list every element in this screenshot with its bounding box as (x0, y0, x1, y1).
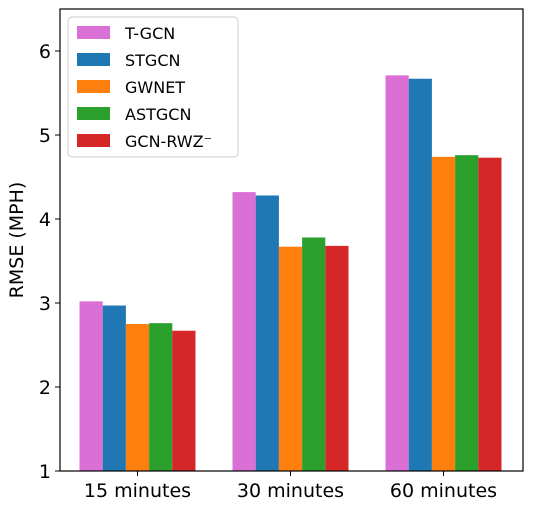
bar-stgcn-1 (255, 195, 279, 472)
bar-stgcn-0 (102, 305, 126, 471)
bar-gwnet-2 (431, 156, 456, 471)
legend-label: GCN-RWZ⁻ (125, 132, 212, 151)
bar-t-gcn-1 (232, 192, 256, 471)
bar-gcn-rwz--2 (478, 157, 502, 471)
y-tick-label: 3 (39, 293, 51, 315)
legend-label: STGCN (125, 51, 180, 70)
bar-t-gcn-0 (79, 301, 103, 471)
y-tick-label: 4 (39, 209, 51, 231)
x-tick-label: 60 minutes (390, 480, 497, 502)
bar-astgcn-1 (302, 237, 326, 471)
bar-t-gcn-2 (385, 75, 409, 472)
y-axis-label: RMSE (MPH) (6, 182, 28, 299)
x-tick-label: 30 minutes (237, 480, 344, 502)
legend-swatch (77, 80, 110, 93)
legend-swatch (77, 26, 110, 39)
legend-label: T-GCN (124, 24, 175, 43)
bar-gcn-rwz--0 (172, 330, 196, 471)
bar-stgcn-2 (408, 78, 432, 471)
legend-swatch (77, 134, 110, 147)
bar-gcn-rwz--1 (325, 245, 349, 471)
y-tick-label: 2 (39, 377, 51, 399)
legend-swatch (77, 107, 110, 120)
bar-astgcn-0 (149, 323, 173, 471)
x-tick-label: 15 minutes (84, 480, 191, 502)
bars-layer (79, 75, 502, 472)
legend-label: GWNET (125, 78, 185, 97)
y-tick-label: 1 (39, 461, 51, 483)
legend: T-GCN STGCN GWNET ASTGCN GCN-RWZ⁻ (67, 16, 239, 158)
y-tick-label: 6 (39, 41, 51, 63)
legend-box (67, 16, 239, 158)
legend-swatch (77, 53, 110, 66)
y-tick-label: 5 (39, 125, 51, 147)
legend-label: ASTGCN (125, 105, 191, 124)
x-axis: 15 minutes 30 minutes 60 minutes (84, 471, 497, 502)
plot-frame (59, 8, 524, 472)
bar-gwnet-1 (278, 246, 303, 471)
y-axis: 1 2 3 4 5 6 (39, 41, 60, 483)
bar-astgcn-2 (455, 155, 479, 471)
bar-gwnet-0 (125, 324, 150, 471)
